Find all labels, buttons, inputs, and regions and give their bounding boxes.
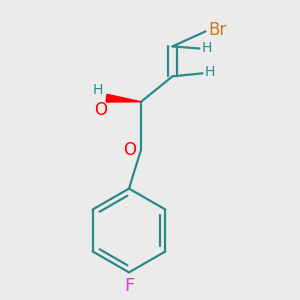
Text: F: F <box>124 277 134 295</box>
Text: O: O <box>94 100 107 118</box>
Text: O: O <box>124 141 136 159</box>
Text: H: H <box>205 65 215 79</box>
Text: H: H <box>93 83 104 97</box>
Text: H: H <box>202 41 212 56</box>
Text: Br: Br <box>208 21 227 39</box>
Polygon shape <box>106 94 141 102</box>
